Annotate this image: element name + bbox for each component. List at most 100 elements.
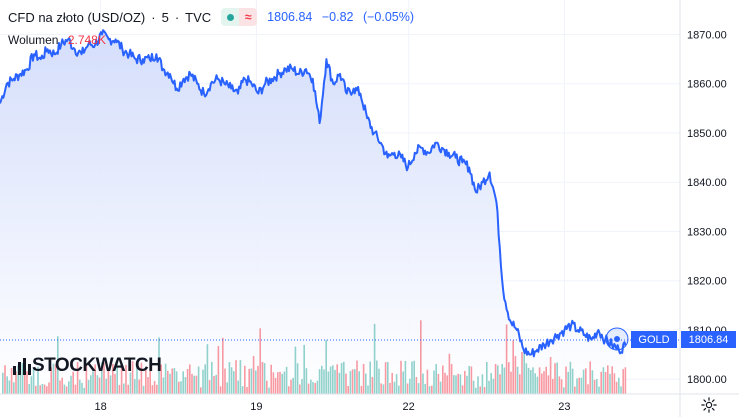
volume-bar [270,364,272,394]
volume-bar [43,384,46,394]
volume-bar [19,362,22,394]
volume-bar [327,371,330,394]
volume-bar [92,371,94,394]
volume-bar [442,365,444,394]
volume-bar [83,387,85,394]
area-fill-path [0,30,626,394]
volume-bar [224,368,226,394]
volume-bar [565,366,567,394]
legend-separator: · [151,9,156,25]
volume-bar [620,386,622,394]
volume-legend: Wolumen 2.748K [8,33,106,47]
volume-bar [50,367,52,394]
area-fill [0,30,626,394]
volume-bar [255,370,257,394]
volume-bar [497,365,499,394]
volume-bar [250,368,253,394]
volume-bar [68,381,70,394]
volume-bar [580,377,583,394]
volume-bar [448,353,451,394]
volume-bar [211,361,213,394]
price-axis[interactable]: 1800.001810.001820.001830.001840.001850.… [687,29,727,386]
gear-icon[interactable] [700,396,718,414]
volume-bar [604,372,607,394]
volume-bar [237,380,239,394]
volume-bar [85,365,88,394]
volume-bar [479,386,481,394]
volume-bar [411,361,413,394]
symbol-title[interactable]: CFD na złoto (USD/OZ) [8,9,146,25]
interval-label[interactable]: 5 [161,9,169,25]
volume-bar [208,380,211,394]
volume-bar [202,369,204,394]
volume-bar [169,373,171,394]
volume-bar [402,371,404,394]
volume-bar [354,369,356,394]
volume-bar [213,376,215,394]
volume-bar [481,374,484,394]
volume-bar [435,364,437,394]
volume-bar [567,371,569,394]
volume-bar [391,373,393,394]
volume-bar [483,387,486,394]
indicator-pill[interactable]: ≈ [221,8,258,26]
volume-bar [378,368,380,394]
change-percent: (−0.05%) [362,10,415,24]
volume-bar [413,360,415,394]
volume-bar [156,384,158,394]
volume-label[interactable]: Wolumen [8,33,59,47]
volume-bar [457,373,459,394]
volume-bar [189,364,191,394]
volume-bar [142,385,145,394]
volume-bar [21,363,24,394]
volume-bar [120,362,123,394]
volume-bar [426,369,429,394]
volume-bar [140,362,143,394]
volume-bar [57,336,59,394]
volume-bar [340,363,343,394]
volume-bar [24,374,26,394]
volume-bar [173,368,176,394]
volume-bar [15,371,17,394]
volume-bar [290,379,292,394]
volume-bar [248,369,250,394]
volume-bar [2,372,4,394]
volume-bar [118,385,121,394]
volume-bar [261,361,264,394]
wave-icon[interactable]: ≈ [239,8,258,26]
volume-bar [103,362,105,394]
volume-bar [349,371,352,394]
volume-bar [285,366,288,394]
change-value: −0.82 [321,10,354,24]
volume-bar [61,377,63,394]
bar-chart-icon [13,358,31,375]
volume-bar [591,370,594,394]
volume-bar [305,368,308,394]
volume-bar [501,364,503,394]
volume-bar [490,373,492,394]
volume-bar [538,367,541,394]
volume-bar [600,371,602,394]
volume-bar [129,372,132,394]
volume-bar [351,369,354,394]
volume-bar [371,377,374,394]
volume-bar [274,377,277,394]
volume-bar [81,382,83,394]
volume-bar [475,387,477,394]
y-tick-label: 1850.00 [687,128,727,140]
volume-bar [105,378,107,394]
volume-bar [299,384,301,394]
volume-bar [415,377,418,394]
volume-bar [246,387,248,394]
volume-bar [477,376,479,394]
price-line-layer [0,29,627,358]
status-dot-icon[interactable] [221,8,240,26]
volume-bar [193,375,195,394]
volume-bar [329,366,332,394]
volume-bar [74,384,77,394]
volume-bar [356,360,358,394]
volume-bar [134,379,136,394]
time-axis[interactable]: 18 19 22 23 [95,401,571,413]
volume-bar [400,360,402,394]
